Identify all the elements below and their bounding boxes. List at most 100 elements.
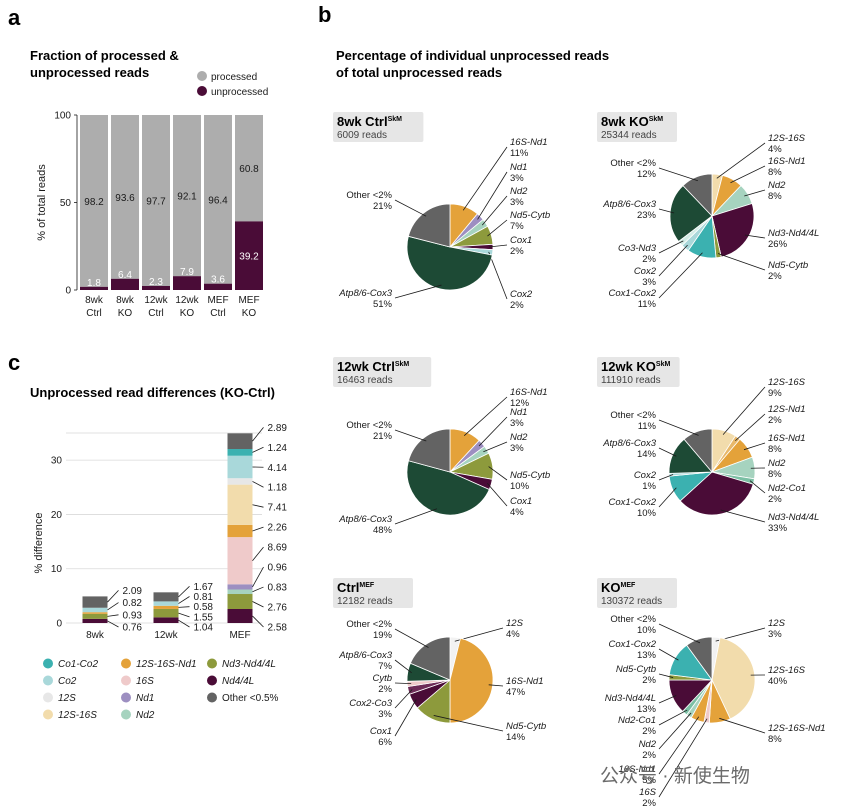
pie-title-box bbox=[333, 112, 424, 142]
x-tick-label: KO bbox=[118, 308, 133, 319]
y-tick-label: 10 bbox=[51, 564, 63, 575]
stack-segment bbox=[153, 592, 179, 602]
stack-segment bbox=[227, 584, 253, 590]
pie-slice bbox=[409, 636, 451, 681]
pie-leader bbox=[658, 447, 677, 457]
label-leader bbox=[178, 606, 190, 608]
stack-segment bbox=[227, 455, 253, 479]
pie-slice-name: 16S-Nd1 bbox=[619, 764, 657, 775]
legend-marker bbox=[121, 709, 131, 720]
pie-slice-name: 16S-Nd1 bbox=[510, 137, 548, 148]
pie-leader bbox=[658, 709, 688, 726]
pie-slice-name: Nd5-Cytb bbox=[510, 210, 550, 221]
pie-title-main: Ctrl bbox=[337, 580, 359, 595]
stack-segment bbox=[227, 433, 253, 450]
pie-title-main: 8wk Ctrl bbox=[337, 114, 388, 129]
pie-slice-value: 3% bbox=[642, 277, 656, 288]
pie-slice-value: 8% bbox=[768, 734, 782, 745]
panel-b-title-2: of total unprocessed reads bbox=[336, 65, 502, 80]
pie-title-main: 8wk KO bbox=[601, 114, 649, 129]
bar-processed bbox=[80, 115, 108, 287]
pie-title-main: 12wk KO bbox=[601, 359, 656, 374]
pie-slice bbox=[408, 428, 451, 473]
pie-slice-value: 2% bbox=[510, 246, 524, 257]
pie-slice bbox=[679, 471, 754, 516]
pie-leader bbox=[394, 659, 412, 674]
pie-slice-value: 13% bbox=[637, 704, 657, 715]
bar-unprocessed bbox=[111, 278, 139, 290]
pie-leader bbox=[394, 508, 438, 525]
stack-segment bbox=[227, 594, 253, 609]
legend-label: 12S bbox=[58, 693, 76, 704]
stack-segment bbox=[227, 589, 253, 595]
legend-label: Nd3-Nd4/4L bbox=[222, 659, 276, 670]
segment-label: 0.58 bbox=[194, 602, 214, 613]
pie-slice-name: Nd3-Nd4/4L bbox=[768, 228, 819, 239]
pie-leader bbox=[658, 252, 703, 299]
pie-slice bbox=[406, 460, 490, 516]
pie-slice-name: Other <2% bbox=[610, 158, 656, 169]
pie-slice-value: 4% bbox=[506, 629, 520, 640]
bar-unprocessed bbox=[142, 285, 170, 290]
pie-slice-value: 3% bbox=[378, 709, 392, 720]
pie-leader bbox=[658, 474, 674, 481]
label-leader bbox=[252, 526, 264, 532]
legend-marker bbox=[43, 692, 53, 703]
legend-label: Nd2 bbox=[136, 710, 155, 721]
bar-label-unprocessed: 39.2 bbox=[239, 252, 259, 263]
pie-leader bbox=[394, 284, 442, 299]
chart-a: 0 50 100 % of total reads 98.2 1.8 8wk Ctrl 93.6… bbox=[36, 71, 268, 319]
stack-segment bbox=[82, 596, 108, 608]
pie-leader bbox=[462, 146, 508, 211]
pie-title-sup: SkM bbox=[649, 116, 664, 123]
pie-slice-name: Cox2 bbox=[634, 266, 657, 277]
pie-leader bbox=[433, 715, 504, 732]
legend-label: Other <0.5% bbox=[222, 693, 279, 704]
pie-slice-value: 2% bbox=[378, 684, 392, 695]
pie-slice-value: 2% bbox=[642, 254, 656, 265]
legend-marker bbox=[121, 658, 131, 669]
panel-a-title-1: Fraction of processed & bbox=[30, 48, 179, 63]
segment-label: 1.18 bbox=[268, 483, 288, 494]
x-tick-label: MEF bbox=[207, 295, 228, 306]
legend-marker bbox=[197, 71, 207, 81]
x-tick-label: Ctrl bbox=[148, 308, 164, 319]
pie-slice-value: 21% bbox=[373, 431, 393, 442]
pie-leader bbox=[488, 466, 508, 481]
pie-slice-name: Cox1-Cox2 bbox=[608, 639, 656, 650]
pie-leader bbox=[716, 142, 766, 179]
pie-slice-value: 40% bbox=[768, 676, 788, 687]
legend-marker bbox=[207, 692, 217, 703]
legend-marker bbox=[43, 675, 53, 686]
pie-slice-value: 3% bbox=[768, 629, 782, 640]
pie-slice-name: 16S bbox=[639, 787, 657, 798]
pie-title-sup: SkM bbox=[395, 361, 410, 368]
pie-leader bbox=[478, 416, 508, 447]
pie-slice-name: Cox1 bbox=[510, 496, 532, 507]
stack-segment bbox=[227, 608, 253, 623]
pie-slice-value: 14% bbox=[506, 732, 526, 743]
panel-b-title-1: Percentage of individual unprocessed rea… bbox=[336, 48, 609, 63]
pie-slice-name: Cox2 bbox=[510, 289, 533, 300]
pie-slice-name: Nd5-Cytb bbox=[768, 260, 808, 271]
pie-slice-name: 12S-Nd1 bbox=[768, 404, 806, 415]
panel-b-letter: b bbox=[318, 2, 331, 27]
segment-label: 1.67 bbox=[194, 582, 214, 593]
pie-slice-value: 14% bbox=[637, 449, 657, 460]
pie-slice-value: 4% bbox=[510, 507, 524, 518]
label-leader bbox=[178, 596, 190, 604]
pie-slice-value: 12% bbox=[510, 398, 530, 409]
pie-slice-value: 5% bbox=[642, 775, 656, 786]
pie-leader bbox=[735, 413, 766, 442]
pie-leader bbox=[658, 695, 677, 704]
pie-leader bbox=[658, 240, 684, 254]
pie-slice-value: 11% bbox=[638, 299, 657, 310]
stack-segment bbox=[153, 608, 179, 618]
pie-slice-name: Cox1-Cox2 bbox=[608, 288, 656, 299]
pie-title: 12wk KOSkM bbox=[601, 359, 670, 374]
pie-title: 8wk KOSkM bbox=[601, 114, 663, 129]
y-tick-label: 0 bbox=[56, 619, 62, 630]
legend-label: Nd4/4L bbox=[222, 676, 254, 687]
pie-slice-value: 10% bbox=[637, 508, 657, 519]
